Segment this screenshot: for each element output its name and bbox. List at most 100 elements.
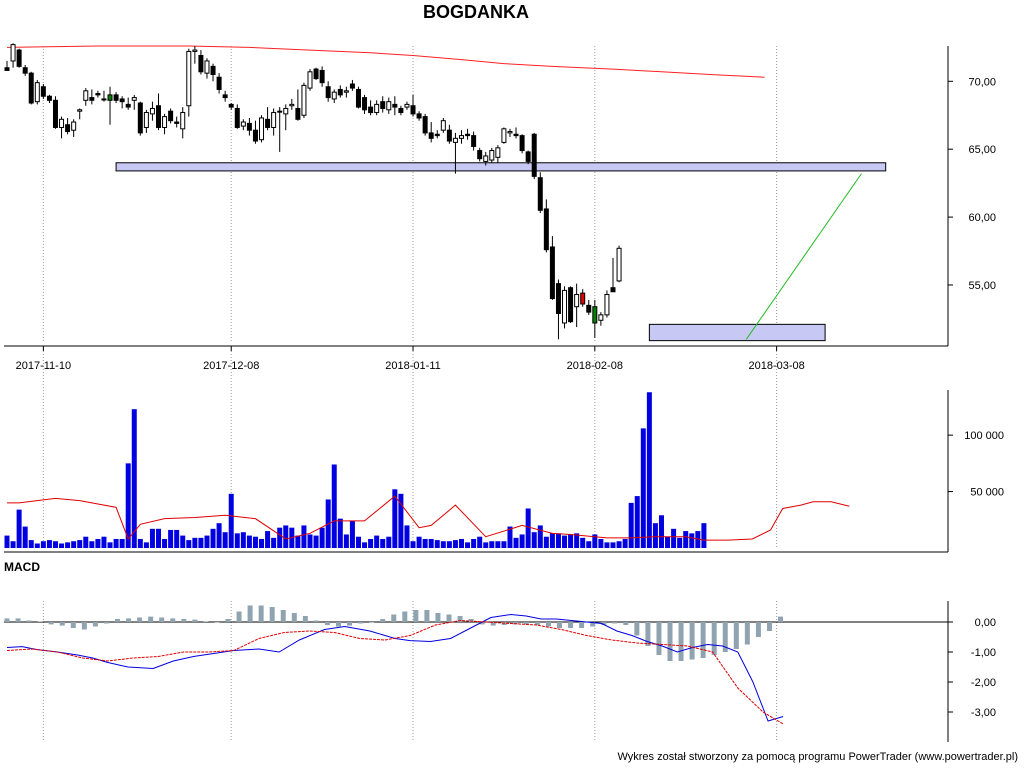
candle-body [137,102,143,134]
volume-bar [89,541,95,548]
candle-body [555,283,561,314]
volume-bar [513,537,519,548]
volume-bar [83,536,89,548]
volume-bar [386,536,392,548]
macd-histogram-bar [115,619,120,622]
candle-body [295,107,301,120]
macd-histogram-bar [181,619,187,622]
candle-body [386,101,392,111]
candle-body [368,106,374,114]
volume-bar [119,538,125,548]
candle-body [125,103,131,108]
macd-histogram-bar [214,622,220,623]
candle-body [4,67,10,71]
volume-bar [604,542,610,548]
volume-bar [519,534,525,548]
volume-bar [192,537,198,548]
price-y-tick-label: 55,00 [968,280,996,292]
volume-bar [380,538,386,548]
volume-bar [446,541,452,548]
volume-bar [222,532,228,548]
candle-body [174,121,180,124]
volume-bar [374,535,380,548]
macd-histogram-bar [689,622,695,660]
candle-body [465,133,471,137]
volume-bar [156,528,161,548]
volume-bar [574,533,580,548]
macd-histogram-bar [103,622,109,624]
macd-histogram-bar [313,620,319,622]
macd-histogram-bar [37,621,43,622]
candle-body [101,98,107,101]
volume-bar [307,534,313,548]
volume-bar [65,542,71,548]
volume-bar [525,508,531,548]
candle-body [143,112,149,128]
volume-bar [77,540,83,548]
volume-bar [95,538,101,548]
candle-body [489,150,495,161]
candle-body [495,147,501,158]
volume-bar [646,392,652,548]
volume-bar [22,526,28,548]
volume-bar [592,534,598,548]
volume-bar [701,523,707,548]
volume-bar [259,538,265,548]
macd-histogram-bar [148,616,154,622]
candle-body [568,287,574,323]
volume-bar [683,531,689,548]
candle-body [34,82,40,103]
price-panel [4,43,862,340]
support-zone [648,323,826,342]
candle-body [343,90,349,93]
macd-histogram-bar [159,617,165,622]
candle-body [562,289,568,324]
volume-bar [465,542,471,548]
candle-body [180,112,186,130]
candle-body [574,293,580,308]
volume-bar [252,536,258,548]
volume-bar [4,535,10,548]
candle-body [580,292,586,305]
candle-body [355,88,361,108]
candle-body [598,314,604,321]
macd-histogram-bar [755,622,761,637]
volume-bar [580,537,586,548]
volume-bar [277,527,283,548]
macd-histogram-bar [446,614,452,622]
volume-bar [392,489,398,548]
volume-bar [234,533,240,548]
candle-body [586,304,592,313]
candle-body [459,135,464,139]
candle-body [198,55,204,73]
candle-body [216,76,222,90]
macd-histogram-bar [468,619,474,622]
candle-body [89,97,95,101]
volume-bar [355,536,361,548]
macd-histogram-bar [4,618,10,622]
volume-bar [283,525,289,548]
macd-histogram-bar [59,622,65,626]
macd-line [6,613,784,722]
candle-body [507,131,513,134]
volume-bar [483,542,489,548]
volume-bar [331,464,337,548]
candle-body [16,49,22,67]
volume-bar [543,536,549,548]
macd-histogram-bar [48,622,54,625]
macd-histogram-bar [302,616,308,622]
macd-histogram-bar [435,613,441,622]
candle-body [162,116,168,128]
volume-bar [180,535,186,548]
candle-body [271,112,277,128]
macd-histogram-bar [557,622,562,628]
candle-body [301,84,307,116]
candle-body [307,71,313,89]
candle-body [410,105,416,115]
signal-line [6,619,784,725]
candle-body [252,129,258,142]
volume-bar [428,538,434,548]
macd-histogram-bar [369,622,375,623]
volume-bar [586,541,592,548]
price-y-tick-label: 60,00 [968,212,996,224]
